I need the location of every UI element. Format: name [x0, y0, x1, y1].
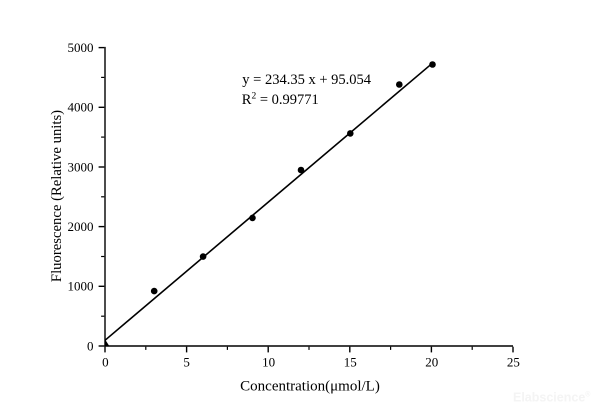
svg-text:4000: 4000: [68, 100, 94, 115]
svg-text:10: 10: [262, 355, 275, 370]
svg-text:1000: 1000: [68, 279, 94, 294]
svg-text:Concentration(μmol/L): Concentration(μmol/L): [240, 379, 380, 395]
svg-text:2000: 2000: [68, 219, 94, 234]
svg-text:15: 15: [344, 355, 357, 370]
svg-text:0: 0: [87, 338, 94, 353]
svg-text:y = 234.35 x + 95.054: y = 234.35 x + 95.054: [242, 72, 371, 88]
svg-text:3000: 3000: [68, 159, 94, 174]
svg-text:Fluorescence (Relative units): Fluorescence (Relative units): [49, 110, 65, 282]
svg-text:5000: 5000: [68, 40, 94, 55]
svg-text:Elabscience®: Elabscience®: [513, 391, 591, 405]
svg-text:5: 5: [183, 355, 190, 370]
svg-text:20: 20: [425, 355, 438, 370]
svg-text:25: 25: [507, 355, 520, 370]
svg-text:R2 = 0.99771: R2 = 0.99771: [242, 91, 319, 108]
svg-text:0: 0: [102, 355, 109, 370]
